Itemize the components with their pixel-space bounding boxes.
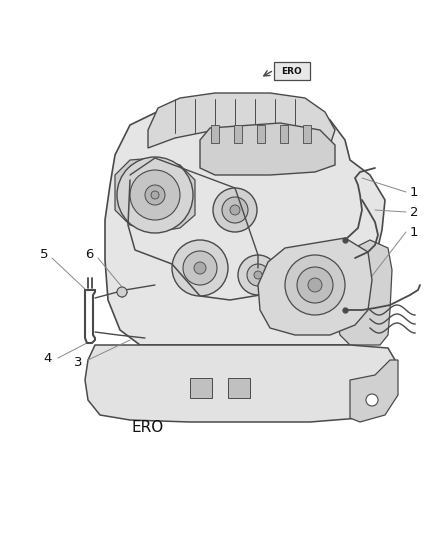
Circle shape [130,170,180,220]
Text: ERO: ERO [282,67,302,76]
Bar [303,125,311,143]
Text: 4: 4 [44,351,52,365]
Polygon shape [85,345,395,422]
Circle shape [366,394,378,406]
Text: 1: 1 [410,185,418,198]
Bar [280,125,288,143]
Bar [190,378,212,398]
Polygon shape [105,103,385,345]
Circle shape [247,264,269,286]
Circle shape [238,255,278,295]
Circle shape [213,188,257,232]
Circle shape [117,157,193,233]
Polygon shape [148,93,335,148]
Circle shape [145,185,165,205]
Bar [234,125,242,143]
Text: 3: 3 [74,356,82,368]
Text: 2: 2 [410,206,418,219]
Circle shape [222,197,248,223]
Bar [228,378,250,398]
Polygon shape [350,360,398,422]
Circle shape [117,287,127,297]
Circle shape [194,262,206,274]
Circle shape [183,251,217,285]
Circle shape [151,191,159,199]
Text: 1: 1 [410,225,418,238]
Text: 5: 5 [39,248,48,262]
Text: 6: 6 [85,248,94,262]
Polygon shape [200,123,335,175]
Circle shape [254,271,262,279]
Polygon shape [258,238,372,335]
Bar [257,125,265,143]
Circle shape [308,278,322,292]
Circle shape [172,240,228,296]
Text: ERO: ERO [132,421,164,435]
Circle shape [297,267,333,303]
Polygon shape [335,240,392,345]
Polygon shape [115,158,195,232]
Circle shape [285,255,345,315]
Bar [211,125,219,143]
Polygon shape [274,62,310,80]
Circle shape [230,205,240,215]
